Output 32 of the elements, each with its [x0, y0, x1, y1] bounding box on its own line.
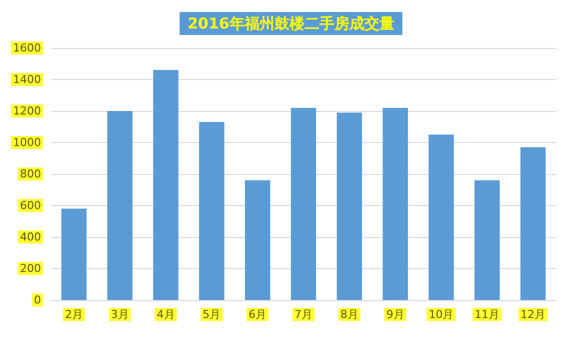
bar: [520, 147, 546, 300]
x-tick-label: 3月: [110, 308, 129, 321]
y-tick-label: 600: [20, 199, 41, 212]
x-tick-label: 10月: [428, 308, 454, 321]
y-tick-label: 0: [34, 294, 41, 306]
y-tick-label: 400: [20, 230, 41, 244]
x-tick-label: 4月: [156, 308, 175, 321]
bar: [107, 111, 132, 300]
y-tick-label: 200: [20, 262, 41, 275]
bar: [153, 70, 178, 300]
x-tick-label: 6月: [248, 308, 267, 321]
x-tick-label: 8月: [340, 308, 358, 321]
x-tick-label: 12月: [520, 308, 546, 321]
y-tick-label: 1200: [12, 104, 41, 118]
x-tick-label: 5月: [202, 308, 221, 321]
y-tick-label: 1600: [12, 42, 41, 54]
bar: [382, 108, 408, 300]
bar: [290, 108, 316, 300]
x-tick-label: 9月: [386, 308, 404, 321]
y-tick-label: 800: [20, 168, 41, 180]
x-tick-label: 2月: [64, 308, 83, 321]
bar: [474, 180, 500, 300]
bar: [428, 134, 454, 300]
bar: [244, 180, 270, 300]
y-tick-label: 1000: [12, 136, 41, 149]
x-tick-label: 11月: [474, 308, 500, 321]
y-tick-label: 1400: [12, 73, 41, 86]
bar: [336, 112, 362, 300]
chart-title: 2016年福州鼓楼二手房成交量: [188, 14, 394, 32]
bar: [61, 208, 87, 300]
bar: [199, 122, 224, 300]
x-tick-label: 7月: [294, 308, 312, 321]
